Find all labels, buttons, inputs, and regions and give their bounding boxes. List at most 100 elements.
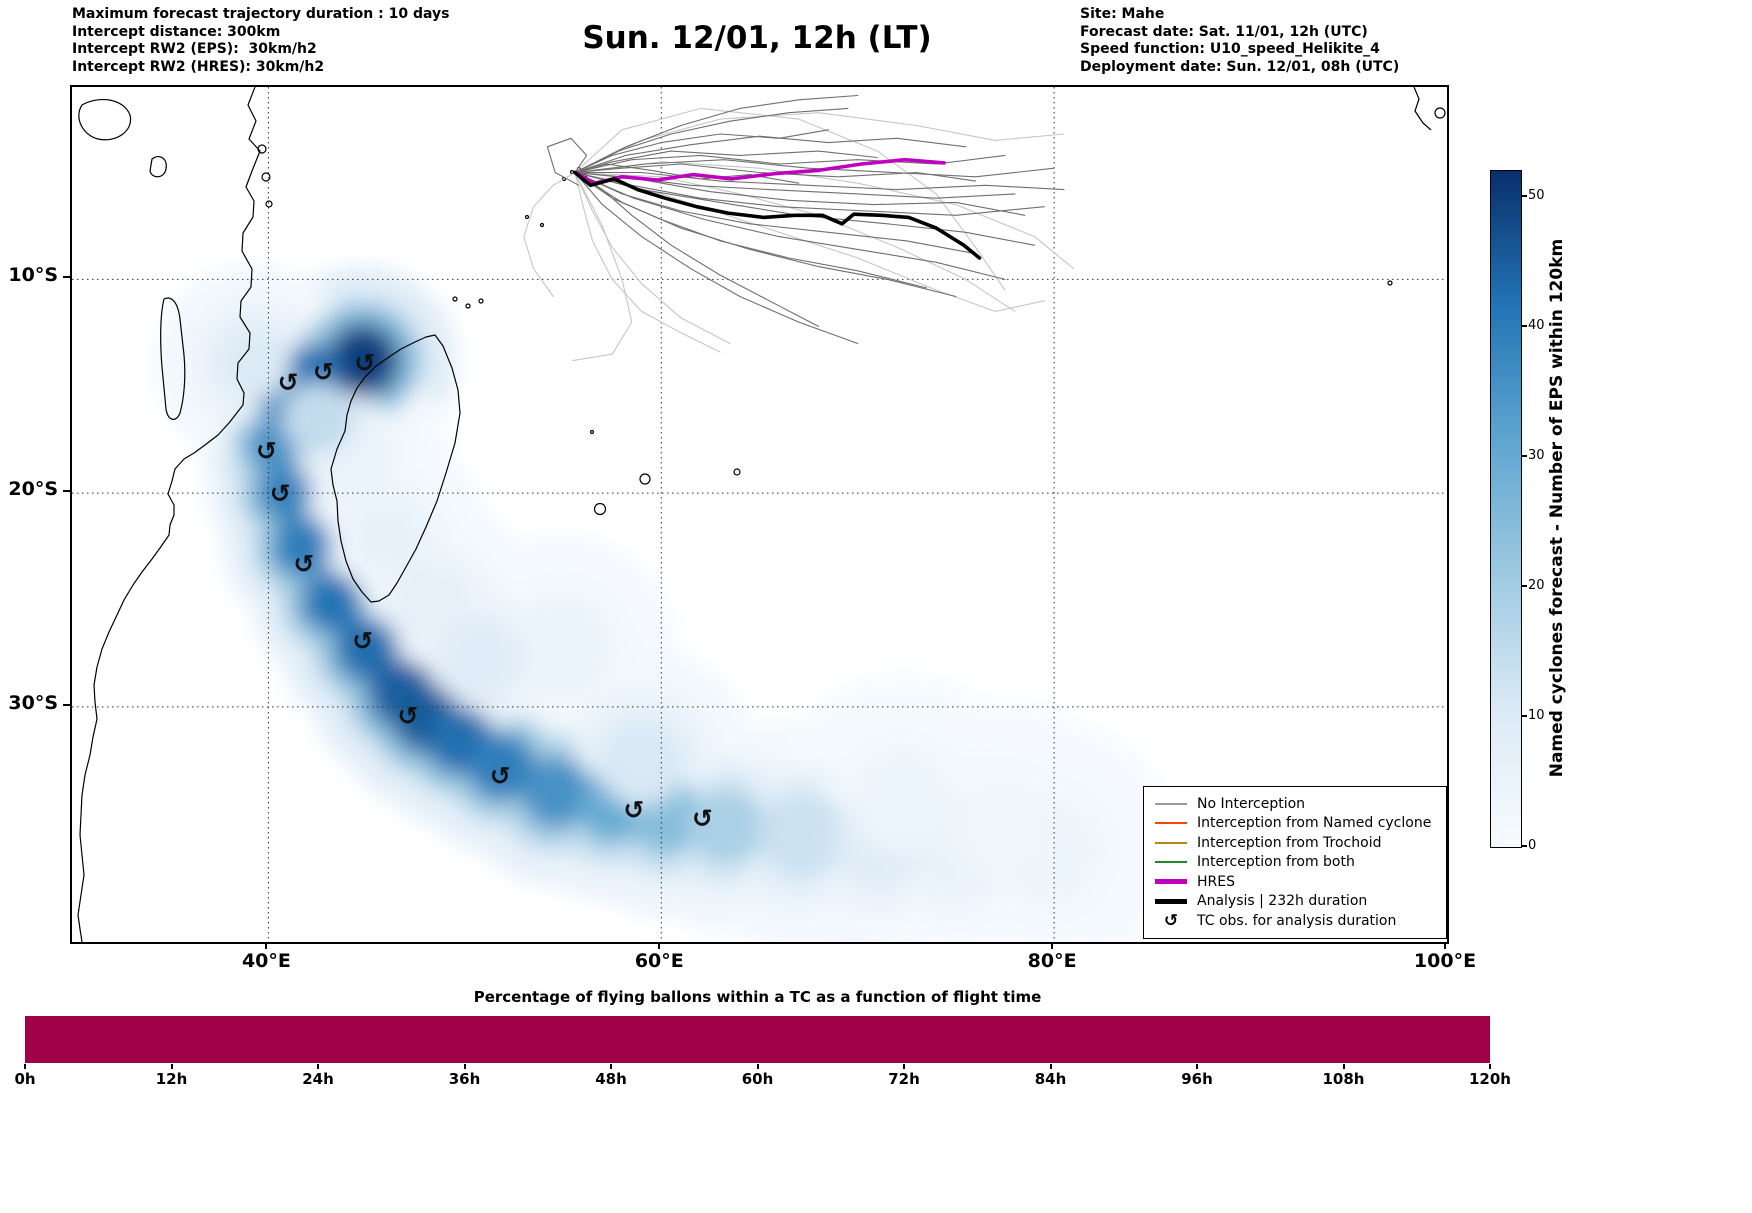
density-blob [214, 324, 291, 401]
colorbar-tick-mark [1521, 195, 1527, 197]
lon-tick-mark [1051, 942, 1054, 949]
legend-entry: No Interception [1154, 794, 1436, 814]
ensemble-track [574, 171, 1016, 312]
island-comoros-1 [452, 296, 458, 302]
legend-line [1155, 898, 1187, 904]
tc-obs-symbol: ↺ [293, 550, 314, 579]
ensemble-track [574, 171, 859, 345]
legend-line-sample [1154, 822, 1188, 825]
bottom-x-tick-mark [903, 1064, 905, 1069]
colorbar-tick-mark [1521, 585, 1527, 587]
bottom-x-tick-label: 36h [448, 1070, 481, 1088]
colorbar-title: Named cyclones forecast - Number of EPS … [1547, 238, 1567, 778]
density-blob [468, 732, 537, 801]
bottom-x-tick-label: 0h [14, 1070, 36, 1088]
trajectory-lines [523, 94, 1075, 362]
legend-line [1155, 822, 1187, 825]
bottom-x-tick-mark [610, 1064, 612, 1069]
island-zanzibar-1 [257, 144, 267, 154]
india-srilanka-coast [1413, 87, 1432, 131]
ensemble-track [546, 137, 588, 186]
colorbar-tick-label: 10 [1528, 708, 1545, 723]
lon-tick-mark [658, 942, 661, 949]
legend-label: Interception from Trochoid [1197, 834, 1382, 851]
lat-tick-mark [63, 490, 70, 493]
intercept-rw2-hres-line: Intercept RW2 (HRES): 30km/h2 [72, 58, 325, 75]
bottom-chart-title: Percentage of flying ballons within a TC… [473, 988, 1042, 1006]
ensemble-track [574, 135, 967, 174]
island-tromelin [589, 429, 595, 435]
legend-label: No Interception [1197, 795, 1306, 812]
map-gridlines [72, 87, 1447, 942]
ensemble-track [574, 161, 1075, 270]
legend-entry: Interception from Named cyclone [1154, 814, 1436, 834]
tc-obs-symbol: ↺ [354, 349, 375, 378]
tc-observation-markers: ↺ ↺ ↺ ↺ ↺ ↺ ↺ ↺ ↺ ↺ ↺ [256, 349, 713, 833]
island-rodrigues [733, 468, 741, 476]
forecast-info-block: Site: Mahe Forecast date: Sat. 11/01, 12… [1080, 6, 1399, 76]
density-blob [517, 603, 606, 691]
colorbar-tick-mark [1521, 455, 1527, 457]
bottom-x-tick-mark [317, 1064, 319, 1069]
bottom-x-tick-mark [1196, 1064, 1198, 1069]
lake-victoria-outline [78, 98, 132, 141]
colorbar-tick-label: 0 [1528, 838, 1537, 853]
bottom-x-tick-mark [463, 1064, 466, 1069]
density-blob [326, 324, 399, 397]
colorbar-tick-label: 30 [1528, 448, 1545, 463]
cyclone-density-heatmap [153, 263, 1178, 942]
legend-label: Analysis | 232h duration [1197, 893, 1368, 910]
island-reunion [593, 502, 607, 516]
bottom-x-tick-label: 96h [1181, 1070, 1213, 1088]
ensemble-track [574, 163, 977, 182]
island-aldabra-1 [524, 214, 530, 220]
tc-obs-symbol: ↺ [490, 761, 511, 790]
ensemble-track [574, 107, 1006, 291]
forecast-settings-block: Maximum forecast trajectory duration : 1… [72, 6, 449, 76]
colorbar-tick-mark [1521, 325, 1527, 327]
bottom-x-tick-label: 48h [595, 1070, 627, 1088]
deployment-date-line: Deployment date: Sun. 12/01, 08h (UTC) [1080, 58, 1400, 75]
legend-line-sample [1154, 802, 1188, 805]
lon-tick-label: 40°E [241, 950, 291, 972]
legend-label: Interception from Named cyclone [1197, 815, 1432, 832]
island-aldabra-2 [539, 222, 545, 228]
colorbar-tick-label: 40 [1528, 318, 1545, 333]
colorbar-tick-label: 50 [1528, 188, 1545, 203]
small-lake-outline [149, 156, 167, 178]
bottom-x-tick-label: 24h [302, 1070, 334, 1088]
ensemble-track [574, 171, 957, 298]
ensemble-track [574, 171, 1016, 199]
bottom-x-tick-label: 72h [888, 1070, 920, 1088]
legend-label: Interception from both [1197, 854, 1355, 871]
lat-tick-label: 30°S [8, 691, 58, 714]
density-blob [521, 756, 594, 829]
legend: No Interception Interception from Named c… [1143, 786, 1447, 939]
ensemble-track [574, 171, 1045, 312]
map-canvas: ↺ ↺ ↺ ↺ ↺ ↺ ↺ ↺ ↺ ↺ ↺ [72, 87, 1447, 942]
legend-line [1155, 841, 1187, 844]
max-duration-line: Maximum forecast trajectory duration : 1… [72, 6, 450, 22]
tc-obs-symbol: ↺ [313, 357, 334, 386]
lon-tick-label: 80°E [1027, 950, 1077, 972]
ensemble-track [574, 171, 819, 327]
density-blob [949, 781, 1054, 885]
bottom-x-tick-mark [1489, 1064, 1491, 1069]
speed-function-line: Speed function: U10_speed_Helikite_4 [1080, 41, 1380, 57]
colorbar [1490, 170, 1522, 848]
bottom-x-tick-mark [1342, 1064, 1345, 1069]
figure-title: Sun. 12/01, 12h (LT) [582, 20, 932, 56]
bottom-x-tick-label: 60h [741, 1070, 774, 1088]
lat-tick-label: 20°S [8, 478, 58, 501]
srilanka-island [1434, 107, 1446, 119]
density-blob [852, 753, 953, 854]
density-blob [686, 786, 767, 867]
legend-entry: Interception from both [1154, 853, 1436, 873]
legend-line [1155, 861, 1187, 864]
legend-entry: Interception from Trochoid [1154, 833, 1436, 853]
legend-entry: HRES [1154, 872, 1436, 892]
legend-entry: ↺ TC obs. for analysis duration [1154, 911, 1436, 931]
bottom-x-tick-label: 84h [1034, 1070, 1067, 1088]
density-blob [301, 572, 362, 633]
legend-line-sample [1154, 861, 1188, 864]
